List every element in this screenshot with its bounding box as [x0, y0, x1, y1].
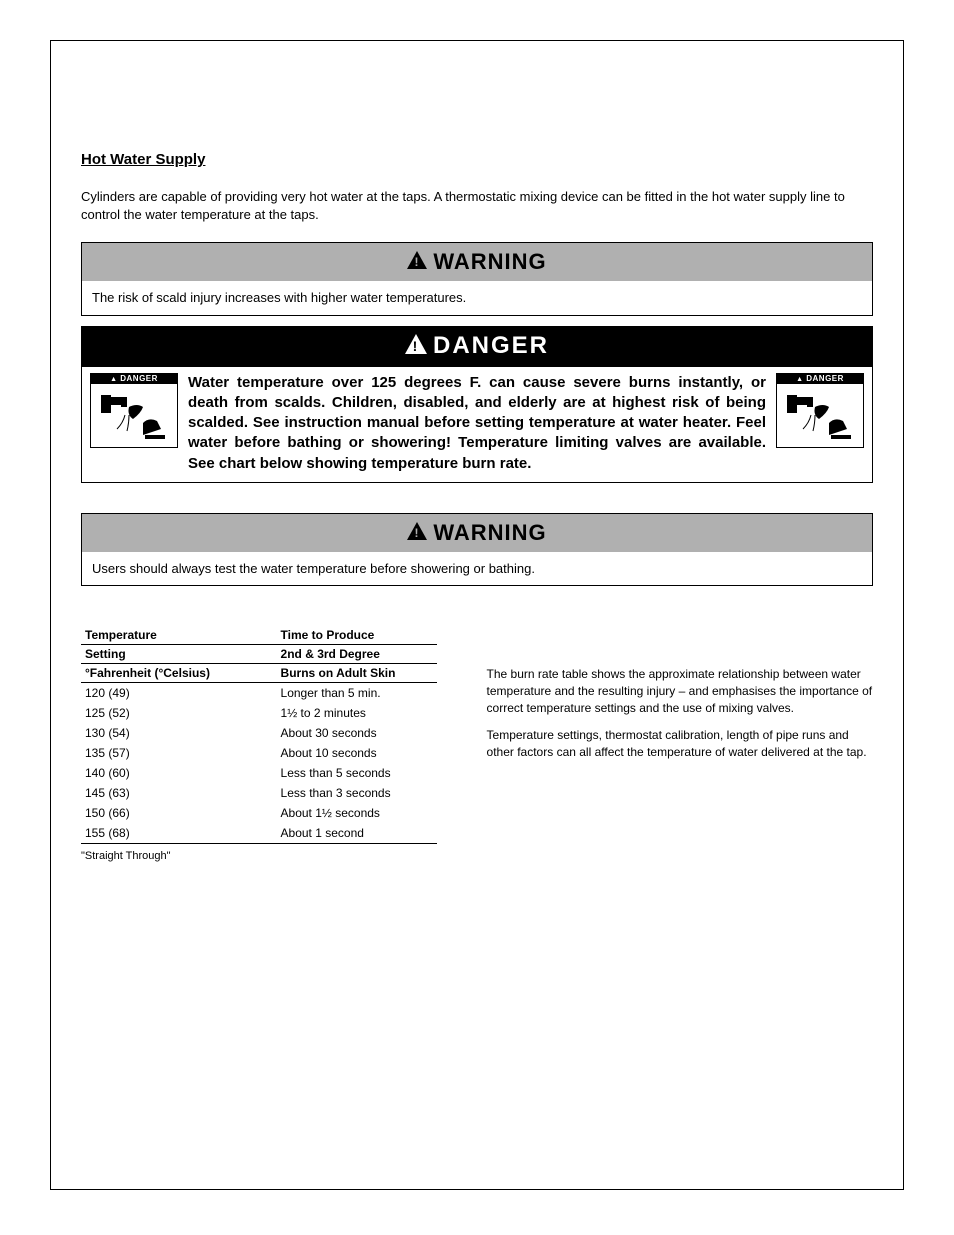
table-row: 125 (52)1½ to 2 minutes — [81, 703, 437, 723]
table-cell-time: About 30 seconds — [277, 723, 437, 743]
table-cell-time: About 10 seconds — [277, 743, 437, 763]
warning-bar-2: ! WARNING — [81, 513, 873, 552]
burn-rate-section: Temperature Time to Produce Setting 2nd … — [81, 626, 873, 862]
scald-hand-faucet-icon — [785, 389, 855, 441]
table-row: 140 (60)Less than 5 seconds — [81, 763, 437, 783]
warning-body-1: The risk of scald injury increases with … — [81, 281, 873, 316]
table-head-setting: Setting — [81, 645, 277, 663]
table-row: 120 (49)Longer than 5 min. — [81, 683, 437, 703]
warning-title-1: WARNING — [433, 249, 546, 274]
table-cell-temp: 125 (52) — [81, 703, 277, 723]
alert-triangle-icon: ! — [407, 520, 427, 546]
alert-triangle-icon: ! — [407, 249, 427, 275]
burn-rate-note: The burn rate table shows the approximat… — [487, 626, 873, 862]
hazard-badge-left: DANGER — [120, 374, 158, 383]
rate-note-p2: Temperature settings, thermostat calibra… — [487, 727, 873, 761]
table-cell-time: About 1½ seconds — [277, 803, 437, 823]
table-cell-time: Longer than 5 min. — [277, 683, 437, 703]
table-head-unit: °Fahrenheit (°Celsius) — [81, 664, 277, 682]
warning-title-2: WARNING — [433, 520, 546, 545]
table-cell-temp: 130 (54) — [81, 723, 277, 743]
hazard-badge-right: DANGER — [806, 374, 844, 383]
table-cell-temp: 155 (68) — [81, 823, 277, 843]
table-head-time: Time to Produce — [277, 626, 437, 644]
table-head-temp: Temperature — [81, 626, 277, 644]
alert-triangle-icon: ! — [405, 333, 427, 361]
table-head-degree: 2nd & 3rd Degree — [277, 645, 437, 663]
table-cell-time: About 1 second — [277, 823, 437, 843]
danger-text: Water temperature over 125 degrees F. ca… — [188, 373, 766, 474]
table-cell-temp: 135 (57) — [81, 743, 277, 763]
warning-body-2: Users should always test the water tempe… — [81, 552, 873, 587]
rate-note-p1: The burn rate table shows the approximat… — [487, 666, 873, 716]
danger-header: ! DANGER — [81, 326, 873, 367]
table-row: 135 (57)About 10 seconds — [81, 743, 437, 763]
section-heading: Hot Water Supply — [81, 151, 873, 168]
table-footnote: "Straight Through" — [81, 850, 437, 862]
table-cell-temp: 145 (63) — [81, 783, 277, 803]
svg-text:!: ! — [415, 526, 420, 540]
table-cell-time: Less than 5 seconds — [277, 763, 437, 783]
danger-title: DANGER — [433, 332, 549, 359]
burn-rate-table: Temperature Time to Produce Setting 2nd … — [81, 626, 437, 862]
table-cell-temp: 120 (49) — [81, 683, 277, 703]
scald-hand-faucet-icon — [99, 389, 169, 441]
table-cell-time: 1½ to 2 minutes — [277, 703, 437, 723]
document-page: Hot Water Supply Cylinders are capable o… — [50, 40, 904, 1190]
table-cell-temp: 140 (60) — [81, 763, 277, 783]
table-row: 145 (63)Less than 3 seconds — [81, 783, 437, 803]
warning-bar-1: ! WARNING — [81, 242, 873, 281]
intro-paragraph: Cylinders are capable of providing very … — [81, 188, 873, 224]
table-cell-temp: 150 (66) — [81, 803, 277, 823]
table-row: 130 (54)About 30 seconds — [81, 723, 437, 743]
danger-body: ▲ DANGER Water temperature over 125 degr… — [81, 367, 873, 483]
svg-text:!: ! — [415, 255, 420, 269]
hazard-scald-icon-right: ▲ DANGER — [776, 373, 864, 448]
table-head-skin: Burns on Adult Skin — [277, 664, 437, 682]
table-row: 150 (66)About 1½ seconds — [81, 803, 437, 823]
svg-text:!: ! — [413, 338, 420, 354]
hazard-scald-icon-left: ▲ DANGER — [90, 373, 178, 448]
table-row: 155 (68)About 1 second — [81, 823, 437, 843]
table-cell-time: Less than 3 seconds — [277, 783, 437, 803]
